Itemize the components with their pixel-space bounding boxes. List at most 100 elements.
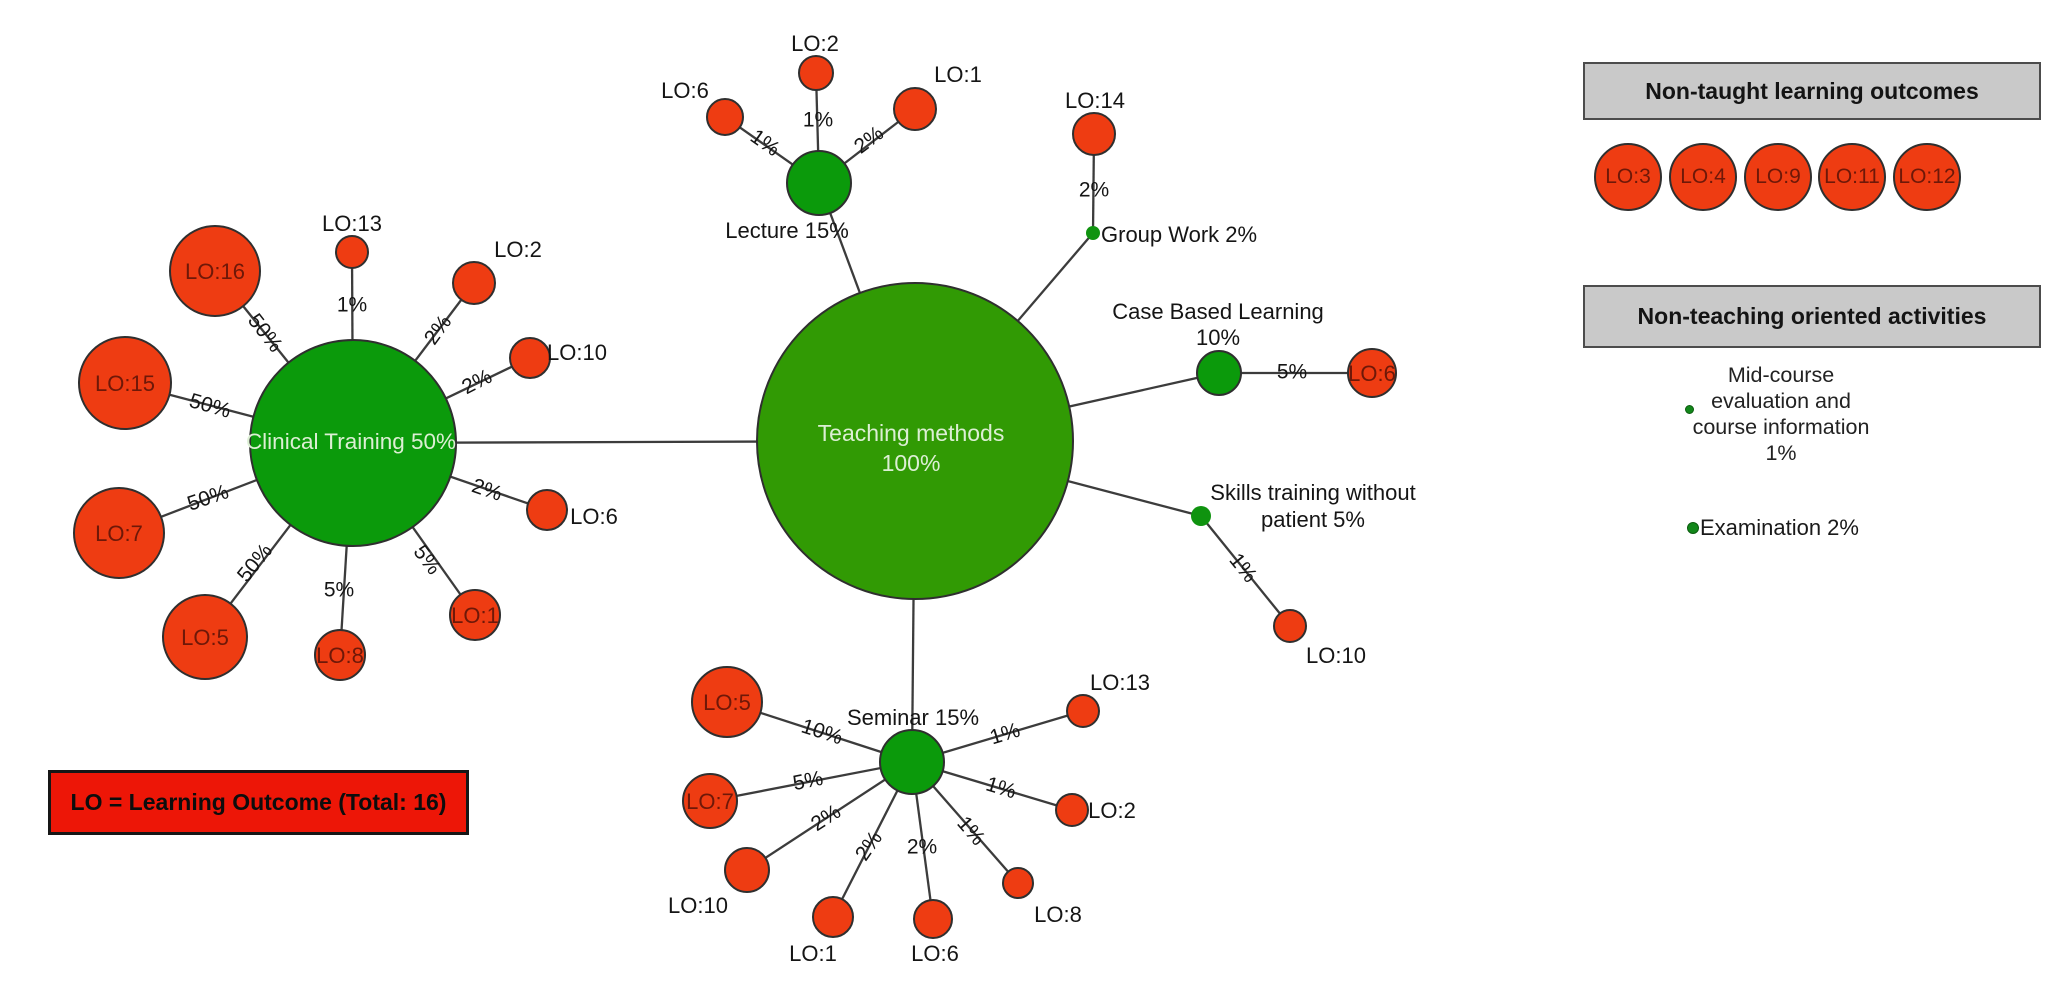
node-label-central: Teaching methods 100% [818, 420, 1005, 476]
edge-label: 5% [324, 579, 354, 602]
node-label-lo13c: LO:13 [322, 211, 382, 236]
node-lo1l [893, 87, 937, 131]
node-label-lo16: LO:16 [185, 259, 245, 284]
node-label-lo2c: LO:2 [494, 237, 542, 262]
node-label-lo6s: LO:6 [911, 941, 959, 966]
node-label-lo14: LO:14 [1065, 88, 1125, 113]
midcourse-dot-icon [1685, 405, 1694, 414]
node-label-lo10c: LO:10 [547, 340, 607, 365]
edge-label: 2% [1079, 179, 1109, 202]
node-label-lo8s: LO:8 [1034, 902, 1082, 927]
legend-circle-lo-9: LO:9 [1744, 143, 1812, 211]
edge-label: 1% [337, 294, 367, 317]
node-lo6case [1347, 348, 1397, 398]
node-label-lo1c: LO:1 [451, 603, 499, 628]
edge-label: 5% [791, 767, 825, 795]
node-label-clinical: Clinical Training 50% [246, 429, 456, 454]
node-lo6c [526, 489, 568, 531]
node-label-lo6l: LO:6 [661, 78, 709, 103]
node-lo10sk [1273, 609, 1307, 643]
node-lo7c [73, 487, 165, 579]
node-lo2l [798, 55, 834, 91]
node-lo1c [449, 589, 501, 641]
node-label-lo7s: LO:7 [686, 789, 734, 814]
legend-circle-lo-4: LO:4 [1669, 143, 1737, 211]
node-lo10s [724, 847, 770, 893]
node-lo2c [452, 261, 496, 305]
edge-label: 50% [233, 539, 277, 586]
node-lo5c [162, 594, 248, 680]
edge-label: 5% [1277, 361, 1307, 384]
node-lo15 [78, 336, 172, 430]
node-lo6l [706, 98, 744, 136]
examination-dot-icon [1687, 522, 1699, 534]
edge-label: 1% [1225, 549, 1262, 587]
node-label-lo15: LO:15 [95, 371, 155, 396]
node-label-lo10s: LO:10 [668, 893, 728, 918]
midcourse-label: Mid-course evaluation and course informa… [1692, 363, 1870, 465]
node-lo8s [1002, 867, 1034, 899]
edge-seminar-lo7s [709, 760, 913, 803]
node-lecture [786, 150, 852, 216]
node-label-lo10sk: LO:10 [1306, 643, 1366, 668]
examination-label: Examination 2% [1700, 515, 1859, 540]
edge-label: 5% [409, 541, 446, 579]
node-label-lo5c: LO:5 [181, 625, 229, 650]
node-lo6s [913, 899, 953, 939]
edge-label: 1% [987, 719, 1023, 750]
node-lo13s [1066, 694, 1100, 728]
edge-label: 2% [469, 474, 505, 506]
non-taught-header-label: Non-taught learning outcomes [1645, 77, 1979, 104]
node-clinical [249, 339, 457, 547]
node-lo5s [691, 666, 763, 738]
edge-label: 2% [907, 836, 937, 859]
node-label-lo6c: LO:6 [570, 504, 618, 529]
node-label-case: Case Based Learning 10% [1112, 299, 1324, 350]
node-lo16 [169, 225, 261, 317]
edge-label: 2% [420, 311, 456, 349]
node-gw [1086, 226, 1100, 240]
node-label-lo6case: LO:6 [1348, 361, 1396, 386]
node-lo8c [314, 629, 366, 681]
edge-label: 2% [851, 827, 887, 865]
non-teaching-header-box: Non-teaching oriented activities [1583, 285, 2041, 348]
legend-circle-lo-3: LO:3 [1594, 143, 1662, 211]
node-lo1s [812, 896, 854, 938]
node-case [1196, 350, 1242, 396]
edge-label: 50% [243, 309, 287, 356]
edge-label: 2% [458, 365, 495, 399]
node-label-lo5s: LO:5 [703, 690, 751, 715]
node-lo10c [509, 337, 551, 379]
non-taught-header-box: Non-taught learning outcomes [1583, 62, 2041, 120]
edge-label: 10% [798, 715, 845, 750]
edge-label: 2% [850, 122, 888, 159]
edge-label: 50% [184, 480, 231, 515]
node-label-lo7c: LO:7 [95, 521, 143, 546]
edge-label: 2% [807, 800, 845, 836]
edge-label: 1% [983, 773, 1019, 804]
node-label-lo2l: LO:2 [791, 31, 839, 56]
node-lo14 [1072, 112, 1116, 156]
node-label-lo1l: LO:1 [934, 62, 982, 87]
non-teaching-header-label: Non-teaching oriented activities [1637, 303, 1987, 329]
node-seminar [879, 729, 945, 795]
edge-skills-lo10sk [1200, 515, 1291, 627]
node-label-lo2s: LO:2 [1088, 798, 1136, 823]
lo-note-box: LO = Learning Outcome (Total: 16) [48, 770, 469, 835]
edge-label: 50% [187, 389, 234, 423]
node-label-skills: Skills training without patient 5% [1210, 480, 1415, 532]
node-central [756, 282, 1074, 600]
node-label-seminar: Seminar 15% [847, 705, 979, 730]
legend-circle-lo-11: LO:11 [1818, 143, 1886, 211]
node-skills [1191, 506, 1211, 526]
node-lo13c [335, 235, 369, 269]
node-label-lo8c: LO:8 [316, 643, 364, 668]
node-label-lo1s: LO:1 [789, 941, 837, 966]
legend-circle-lo-12: LO:12 [1893, 143, 1961, 211]
edge-label: 1% [803, 109, 833, 132]
node-lo7s [682, 773, 738, 829]
node-lo2s [1055, 793, 1089, 827]
node-label-lo13s: LO:13 [1090, 670, 1150, 695]
